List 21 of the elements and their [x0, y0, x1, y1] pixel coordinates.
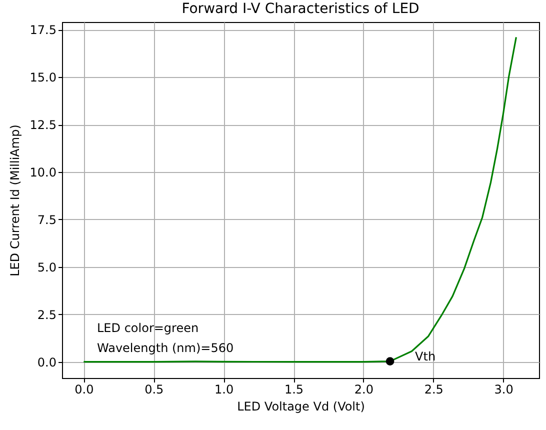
y-tick-label: 5.0 — [37, 260, 56, 274]
y-tick-label: 0.0 — [37, 355, 56, 370]
x-axis-title: LED Voltage Vd (Volt) — [237, 400, 365, 414]
x-tick-label: 1.5 — [284, 382, 304, 396]
y-tick-label: 12.5 — [30, 118, 56, 132]
x-tick-label: 1.0 — [214, 382, 234, 396]
y-tick-label: 2.5 — [37, 308, 56, 322]
annotation: LED color=green — [97, 321, 199, 335]
x-tick-label: 2.5 — [424, 382, 444, 396]
annotation: Wavelength (nm)=560 — [97, 341, 234, 355]
x-tick-label: 0.0 — [74, 382, 94, 396]
y-axis-title: LED Current Id (MilliAmp) — [8, 124, 22, 276]
y-tick-label: 10.0 — [30, 165, 56, 180]
x-tick-label: 2.0 — [354, 382, 374, 396]
chart-title: Forward I-V Characteristics of LED — [182, 1, 420, 17]
y-tick-label: 7.5 — [37, 212, 56, 227]
x-tick-label: 3.0 — [494, 382, 514, 396]
annotation: Vth — [415, 349, 436, 364]
y-tick-label: 17.5 — [30, 23, 56, 38]
x-tick-label: 0.5 — [144, 382, 164, 396]
y-tick-label: 15.0 — [30, 70, 56, 85]
